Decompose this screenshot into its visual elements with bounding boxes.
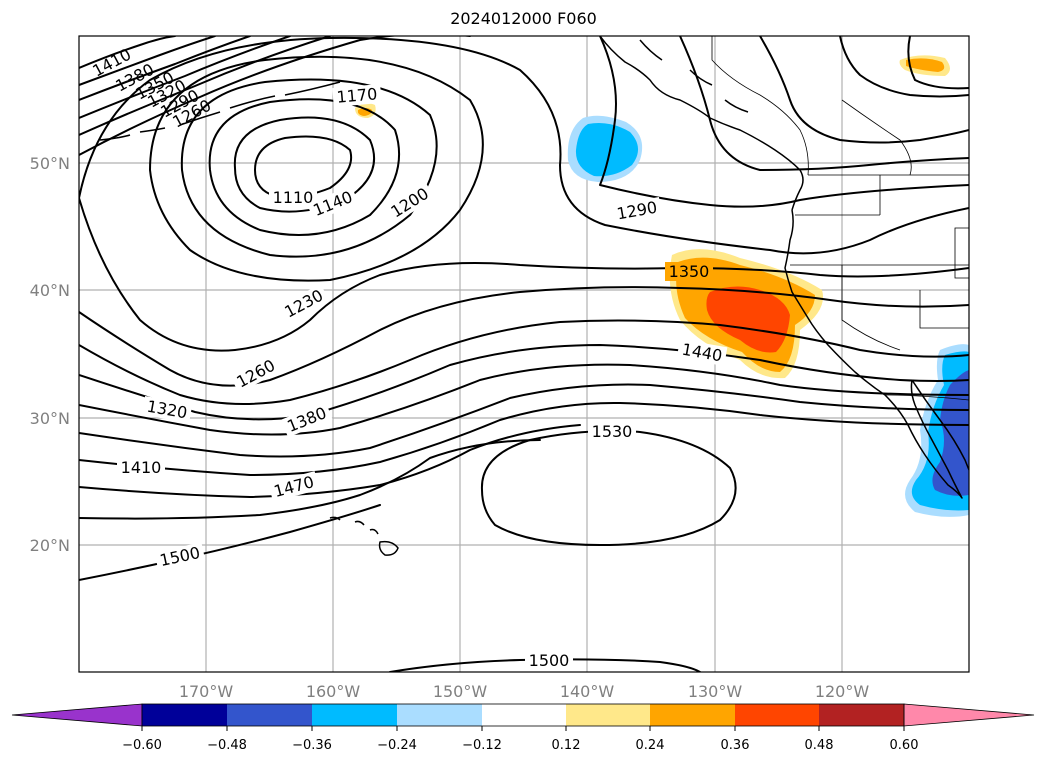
colorbar-extend-low	[11, 703, 143, 727]
colorbar-tick-label: −0.36	[292, 738, 332, 753]
colorbar-segment	[819, 704, 904, 726]
colorbar: −0.60 −0.48 −0.36 −0.24 −0.12 0.12 0.24 …	[11, 703, 1035, 753]
contour-label: 1530	[592, 422, 633, 441]
lat-label: 50°N	[30, 154, 70, 173]
colorbar-tick-label: −0.60	[122, 738, 162, 753]
lon-label: 120°W	[815, 682, 870, 701]
height-contours	[79, 36, 969, 672]
colorbar-segment	[735, 704, 819, 726]
colorbar-segment	[397, 704, 482, 726]
colorbar-segment	[566, 704, 650, 726]
map-title: 2024012000 F060	[450, 9, 597, 28]
colorbar-tick-label: −0.12	[462, 738, 502, 753]
contour-labels: 1410 1380 1350 1320 1290 1260 1170	[89, 45, 728, 670]
colorbar-tick-label: 0.36	[721, 738, 750, 753]
colorbar-ticks	[141, 726, 905, 731]
colorbar-tick-label: 0.60	[890, 738, 919, 753]
contour-label: 1170	[336, 84, 378, 106]
colorbar-tick-label: 0.12	[552, 738, 581, 753]
colorbar-tick-label: 0.48	[805, 738, 834, 753]
contour-label: 1350	[669, 262, 710, 281]
contour-label: 1110	[273, 188, 314, 207]
lon-label: 150°W	[433, 682, 488, 701]
lon-label: 160°W	[306, 682, 361, 701]
anomaly-shading	[355, 55, 969, 517]
lon-label: 140°W	[560, 682, 615, 701]
lon-label: 130°W	[688, 682, 743, 701]
colorbar-tick-label: −0.24	[377, 738, 417, 753]
latitude-labels: 50°N 40°N 30°N 20°N	[30, 154, 70, 555]
political-borders	[711, 36, 969, 401]
map-background	[79, 36, 969, 672]
colorbar-segment	[142, 704, 227, 726]
colorbar-extend-high	[903, 703, 1035, 727]
coastlines	[99, 36, 969, 556]
lon-label: 170°W	[179, 682, 234, 701]
lat-label: 30°N	[30, 409, 70, 428]
longitude-labels: 170°W 160°W 150°W 140°W 130°W 120°W	[179, 682, 870, 701]
contour-label: 1410	[121, 458, 162, 477]
colorbar-tick-label: 0.24	[636, 738, 665, 753]
lat-label: 20°N	[30, 536, 70, 555]
colorbar-segment	[312, 704, 397, 726]
colorbar-tick-label: −0.48	[207, 738, 247, 753]
colorbar-segment	[482, 704, 566, 726]
map-frame	[78, 35, 970, 673]
colorbar-segment	[227, 704, 312, 726]
lat-label: 40°N	[30, 281, 70, 300]
contour-label: 1500	[529, 651, 570, 670]
colorbar-segment	[650, 704, 735, 726]
